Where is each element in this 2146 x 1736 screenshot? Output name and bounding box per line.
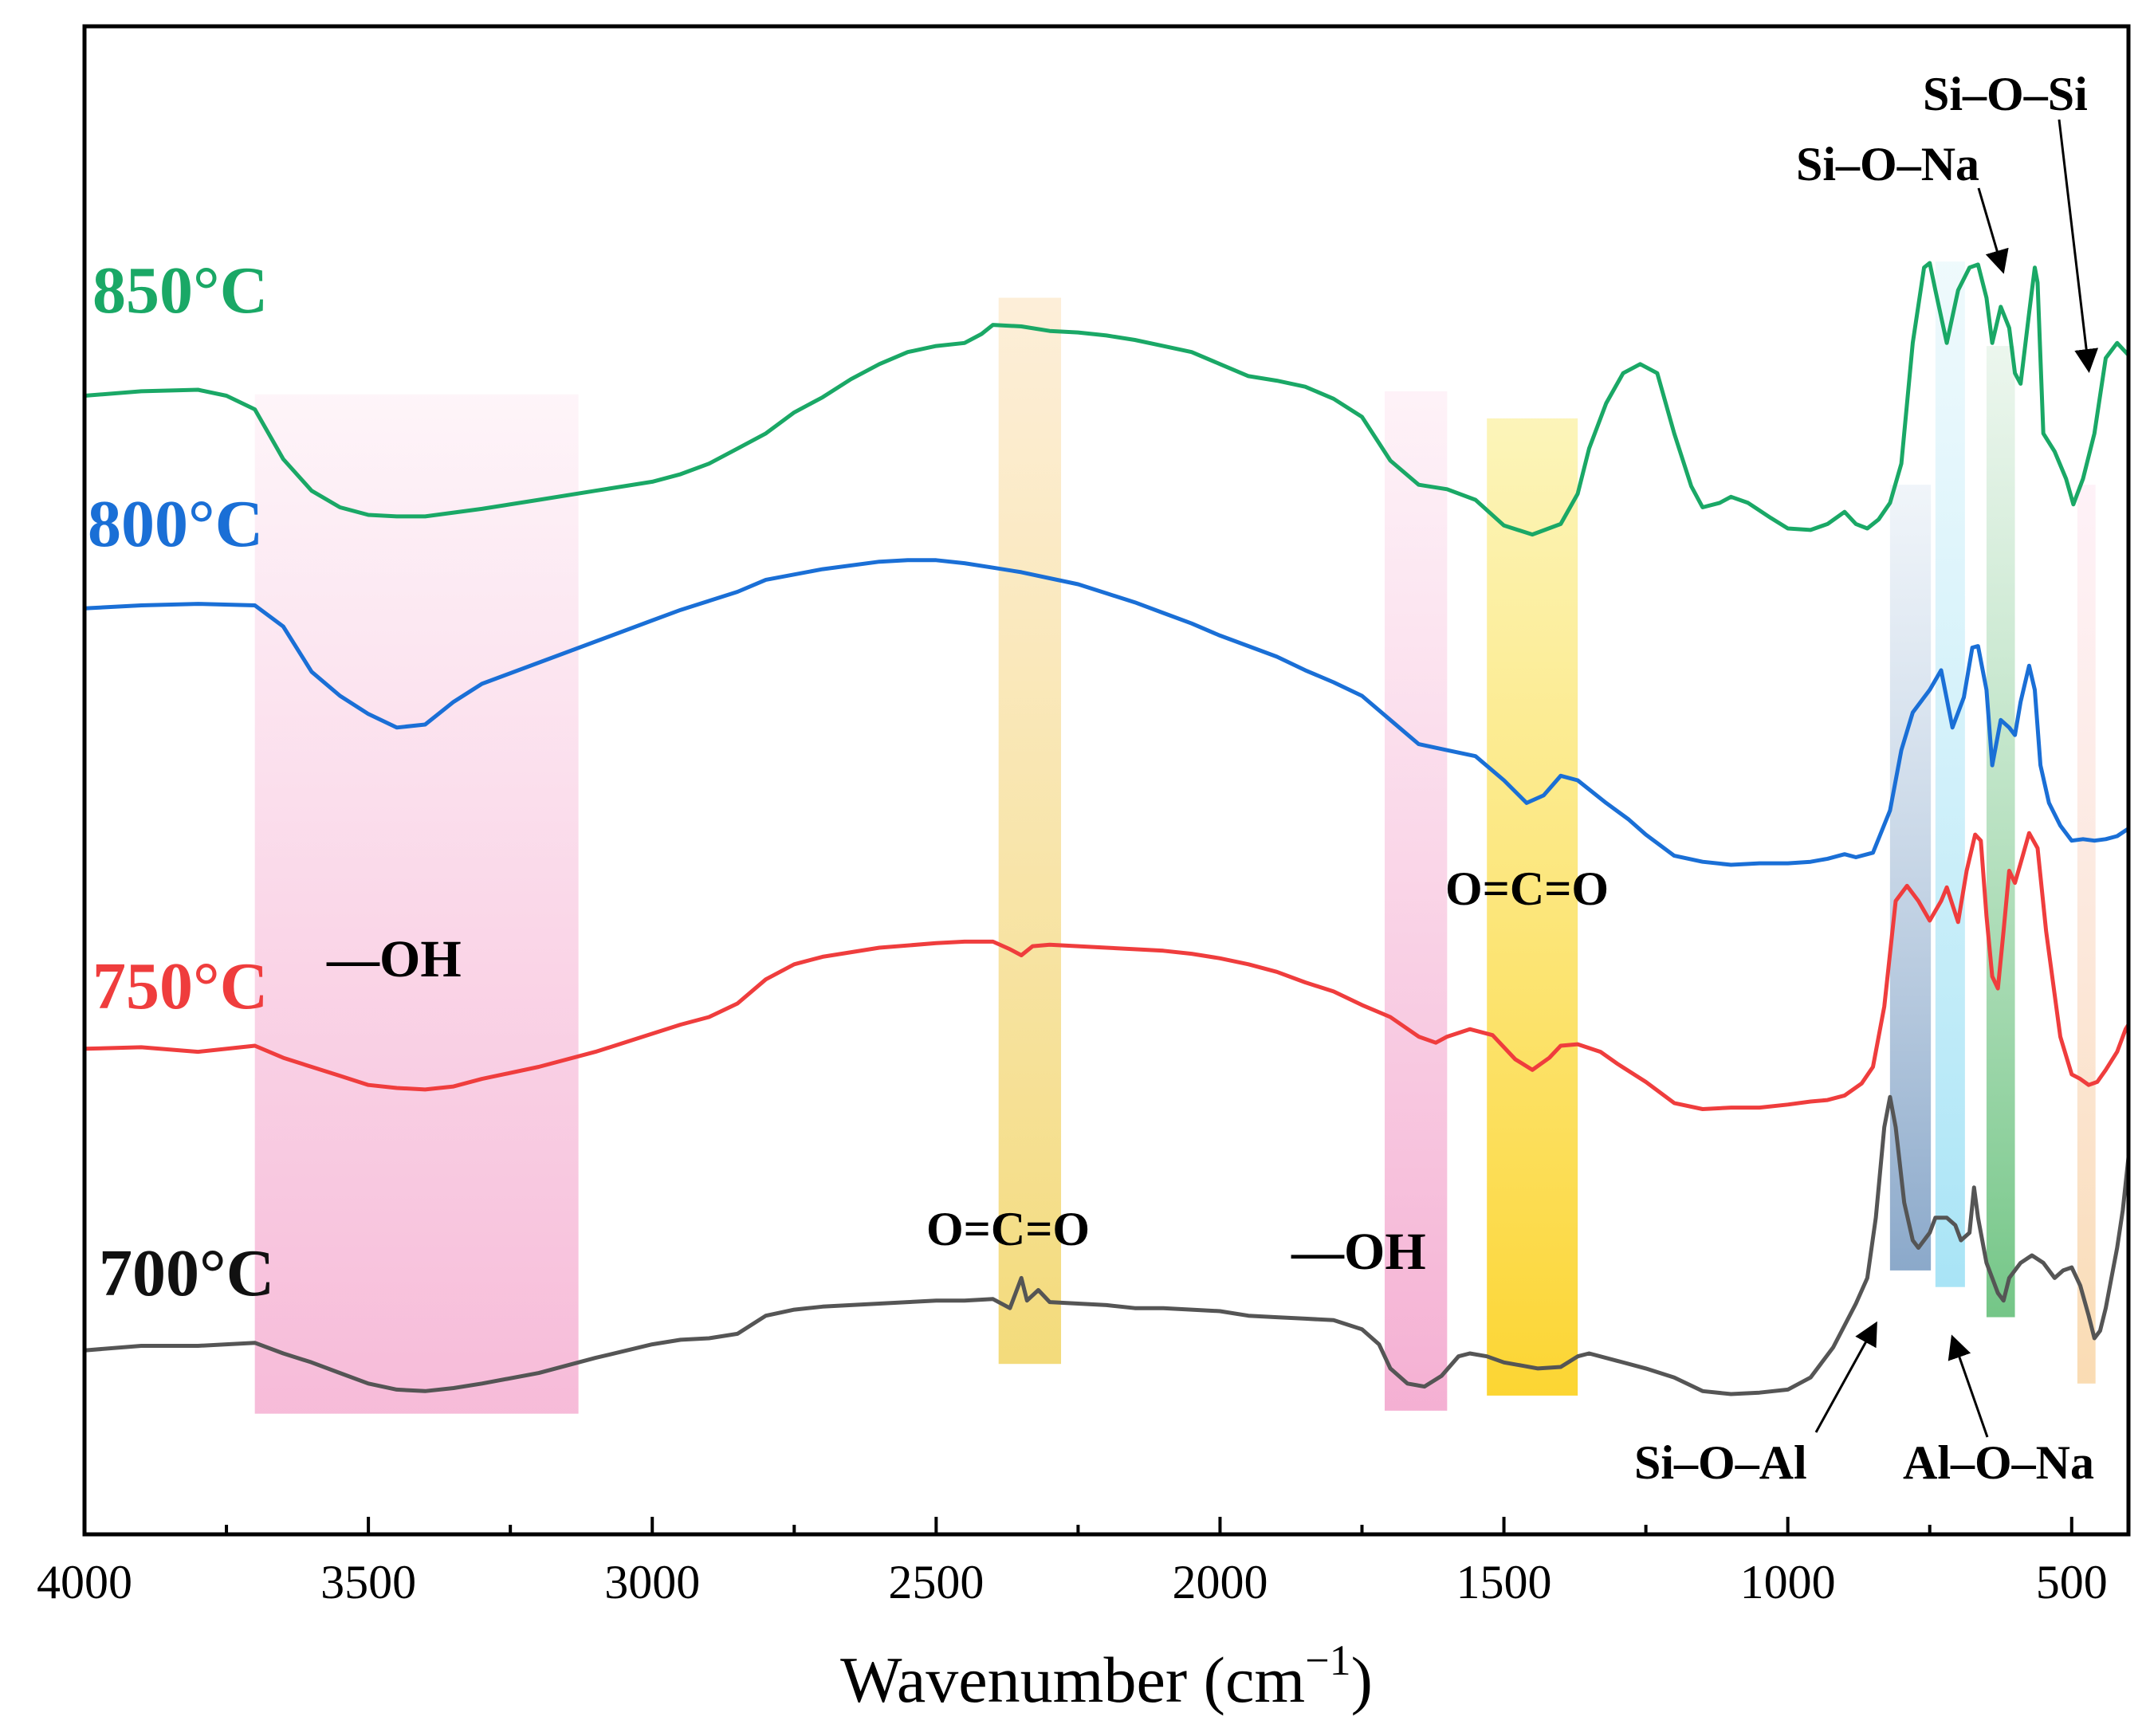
x-tick-label: 1000 [1740, 1556, 1836, 1608]
al-o-na-label: Al–O–Na [1903, 1436, 2094, 1489]
series-line-700 [82, 1094, 2131, 1396]
x-tick-layer: 4000 3500 3000 2500 2000 1500 1000 500 [37, 1517, 2108, 1608]
series-line-800 [82, 558, 2131, 867]
x-axis-title: Wavenumber (cm−1) [840, 1636, 1373, 1716]
si-o-na-arrow [1977, 187, 2009, 274]
series-line-850 [82, 261, 2131, 537]
si-o-si-arrow [2058, 119, 2099, 373]
x-tick-label: 500 [2036, 1556, 2108, 1608]
series-label-850: 850°C [92, 253, 268, 328]
oh-mid-label: —OH [1291, 1223, 1426, 1281]
si-o-al-arrow [1814, 1321, 1877, 1433]
band-co2-1450 [1487, 418, 1578, 1396]
si-o-na-label: Si–O–Na [1796, 138, 1979, 190]
si-o-al-label: Si–O–Al [1634, 1436, 1807, 1489]
al-o-na-arrow [1948, 1334, 1989, 1438]
co2-label-lower: O=C=O [926, 1203, 1090, 1255]
series-layer [82, 261, 2131, 1396]
band-co2-2350 [998, 297, 1062, 1365]
oh-broad-label: —OH [326, 930, 462, 988]
band-si-o-na [1986, 346, 2015, 1318]
x-tick-label: 3000 [604, 1556, 700, 1608]
series-label-700: 700°C [99, 1236, 274, 1310]
band-oh-broad [254, 394, 579, 1414]
x-tick-label: 2500 [888, 1556, 984, 1608]
series-line-750 [82, 831, 2131, 1111]
series-label-750: 750°C [92, 949, 268, 1023]
band-layer [254, 261, 2096, 1414]
series-label-800: 800°C [88, 487, 263, 561]
x-tick-label: 3500 [320, 1556, 416, 1608]
plot-frame [82, 24, 2131, 1537]
x-tick-label: 2000 [1172, 1556, 1268, 1608]
band-si-o-si [2077, 485, 2096, 1384]
co2-label-upper: O=C=O [1445, 862, 1609, 915]
x-tick-label: 4000 [37, 1556, 132, 1608]
band-oh-1650 [1384, 391, 1448, 1411]
band-al-o-na [1935, 261, 1965, 1287]
band-si-o-al [1889, 485, 1932, 1271]
si-o-si-label: Si–O–Si [1923, 68, 2088, 120]
x-tick-label: 1500 [1456, 1556, 1552, 1608]
